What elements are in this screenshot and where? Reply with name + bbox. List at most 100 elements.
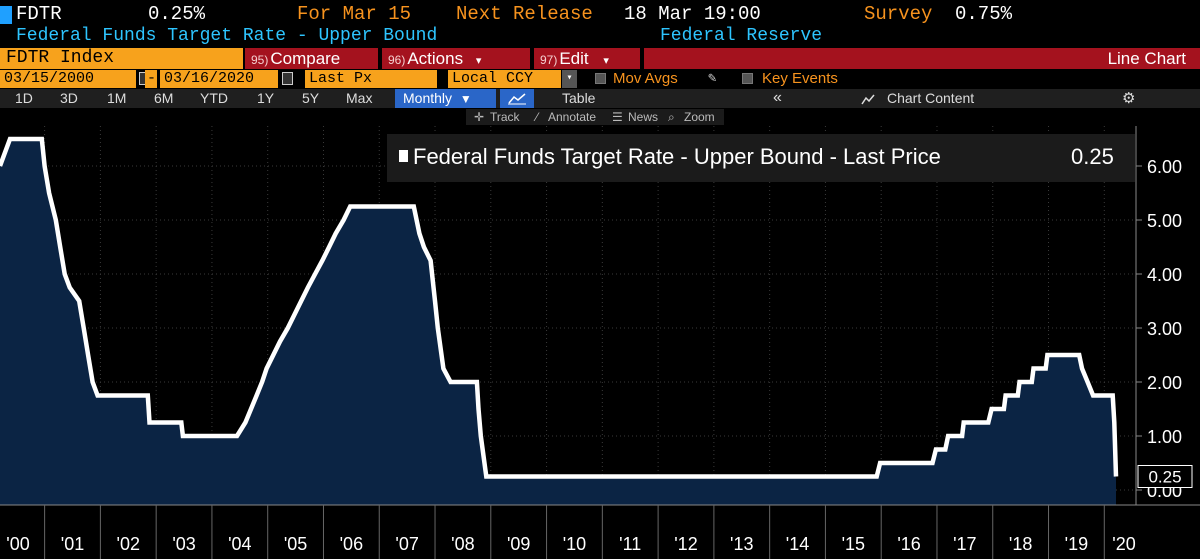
line-chart-toggle[interactable] <box>500 89 534 108</box>
y-axis-ticks: 6.005.004.003.002.001.000.00 <box>1136 157 1182 501</box>
chart-content-icon <box>861 94 875 105</box>
collapse-icon[interactable]: « <box>773 89 782 106</box>
line-chart[interactable]: 6.005.004.003.002.001.000.00 '00'01'02'0… <box>0 126 1200 559</box>
x-tick-label: '06 <box>340 534 363 554</box>
x-tick-label: '08 <box>451 534 474 554</box>
currency-select[interactable]: Local CCY <box>448 70 561 88</box>
chart-legend <box>387 134 1135 182</box>
current-value: 0.25% <box>148 3 206 25</box>
end-calendar-icon[interactable] <box>282 72 293 85</box>
period-1m[interactable]: 1M <box>107 90 127 106</box>
key-events-label: Key Events <box>762 70 838 87</box>
x-tick-label: '10 <box>563 534 586 554</box>
x-tick-label: '01 <box>61 534 84 554</box>
x-tick-label: '04 <box>228 534 251 554</box>
chart-tools-row: ✛ Track ⁄ Annotate ☰ News ⌕ Zoom <box>0 108 1200 126</box>
zoom-icon: ⌕ <box>668 110 675 124</box>
edit-button[interactable]: 97) Edit ▾ <box>534 48 640 69</box>
x-tick-label: '18 <box>1009 534 1032 554</box>
x-tick-label: '11 <box>619 534 641 554</box>
x-tick-label: '20 <box>1112 534 1135 554</box>
start-date-input[interactable]: 03/15/2000 <box>0 70 136 88</box>
mov-avgs-label: Mov Avgs <box>613 70 678 87</box>
line-chart-icon <box>508 93 526 105</box>
survey-label: Survey <box>864 3 933 25</box>
chart-tools: ✛ Track ⁄ Annotate ☰ News ⌕ Zoom <box>466 109 724 125</box>
actions-button[interactable]: 96) Actions ▾ <box>382 48 530 69</box>
x-tick-label: '05 <box>284 534 307 554</box>
annotate-tool[interactable]: Annotate <box>548 110 597 124</box>
x-tick-label: '00 <box>6 534 29 554</box>
x-tick-label: '07 <box>395 534 418 554</box>
y-tick-label: 5.00 <box>1147 211 1182 231</box>
frequency-select[interactable]: Monthly ▼ <box>395 89 496 108</box>
y-tick-label: 2.00 <box>1147 373 1182 393</box>
period-max[interactable]: Max <box>346 90 373 106</box>
x-tick-label: '14 <box>786 534 809 554</box>
series-line <box>0 136 1119 479</box>
last-value-marker: 0.25 <box>1137 465 1193 488</box>
x-tick-label: '03 <box>172 534 195 554</box>
field-select[interactable]: Last Px <box>305 70 437 88</box>
chart-content-button[interactable]: Chart Content <box>887 90 975 106</box>
track-icon: ✛ <box>474 110 485 124</box>
x-tick-label: '09 <box>507 534 530 554</box>
legend-label: Federal Funds Target Rate - Upper Bound … <box>413 144 941 169</box>
security-description: Federal Funds Target Rate - Upper Bound <box>16 26 438 46</box>
x-tick-label: '13 <box>730 534 753 554</box>
end-date-input[interactable]: 03/16/2020 <box>160 70 278 88</box>
last-value-label: 0.25 <box>1148 468 1181 487</box>
chart-type-label: Line Chart <box>1107 49 1186 68</box>
security-input[interactable]: FDTR Index <box>0 48 243 69</box>
chart-type-bar[interactable]: Line Chart <box>644 48 1200 69</box>
mov-avgs-checkbox[interactable] <box>595 73 606 84</box>
table-toggle[interactable]: Table <box>562 90 596 106</box>
legend-value: 0.25 <box>1071 144 1114 169</box>
series-area <box>0 139 1116 505</box>
legend-swatch <box>399 150 408 162</box>
y-tick-label: 1.00 <box>1147 427 1182 447</box>
y-tick-label: 3.00 <box>1147 319 1182 339</box>
frequency-dropdown-icon: ▼ <box>459 92 472 106</box>
for-date-label: For Mar 15 <box>297 3 412 25</box>
track-tool[interactable]: Track <box>490 110 520 124</box>
date-separator: - <box>145 70 157 88</box>
ticker-label: FDTR <box>16 3 62 25</box>
security-source: Federal Reserve <box>660 26 823 46</box>
currency-dropdown-icon[interactable]: ▾ <box>562 70 577 88</box>
annotate-icon: ⁄ <box>536 110 539 124</box>
period-ytd[interactable]: YTD <box>200 90 228 106</box>
edit-dropdown-icon: ▾ <box>603 55 609 67</box>
next-release-label: Next Release <box>456 3 593 25</box>
gear-icon[interactable]: ⚙ <box>1122 90 1136 107</box>
x-tick-label: '12 <box>674 534 697 554</box>
zoom-tool[interactable]: Zoom <box>684 110 715 124</box>
description-row: Federal Funds Target Rate - Upper Bound … <box>0 26 1200 48</box>
x-tick-label: '19 <box>1065 534 1088 554</box>
news-icon: ☰ <box>612 110 623 124</box>
x-tick-label: '16 <box>897 534 920 554</box>
x-tick-label: '02 <box>117 534 140 554</box>
period-1d[interactable]: 1D <box>15 90 33 106</box>
survey-value: 0.75% <box>955 3 1013 25</box>
period-6m[interactable]: 6M <box>154 90 174 106</box>
key-events-checkbox[interactable] <box>742 73 753 84</box>
chart-settings-row: 03/15/2000 - 03/16/2020 Last Px Local CC… <box>0 69 1200 89</box>
pencil-icon[interactable]: ✎ <box>708 71 717 87</box>
x-tick-label: '15 <box>842 534 865 554</box>
period-toolbar: 1D 3D 1M 6M YTD 1Y 5Y Max Monthly ▼ Tabl… <box>0 89 1200 108</box>
y-tick-label: 4.00 <box>1147 265 1182 285</box>
period-3d[interactable]: 3D <box>60 90 78 106</box>
next-release-value: 18 Mar 19:00 <box>624 3 761 25</box>
compare-button[interactable]: 95) Compare <box>245 48 378 69</box>
period-1y[interactable]: 1Y <box>257 90 275 106</box>
news-tool[interactable]: News <box>628 110 659 124</box>
actions-dropdown-icon: ▾ <box>475 55 482 67</box>
action-toolbar: FDTR Index 95) Compare 96) Actions ▾ 97) Ed… <box>0 48 1200 69</box>
security-marker <box>0 6 12 24</box>
x-tick-label: '17 <box>953 534 976 554</box>
x-axis-ticks: '00 '01 '02 '03 '04 '05 '06 '07 '08 '09 '10 '11 '12 '… <box>6 505 1136 559</box>
period-5y[interactable]: 5Y <box>302 90 320 106</box>
y-tick-label: 6.00 <box>1147 157 1182 177</box>
security-header: FDTR 0.25% For Mar 15 Next Release 18 Ma… <box>0 0 1200 28</box>
